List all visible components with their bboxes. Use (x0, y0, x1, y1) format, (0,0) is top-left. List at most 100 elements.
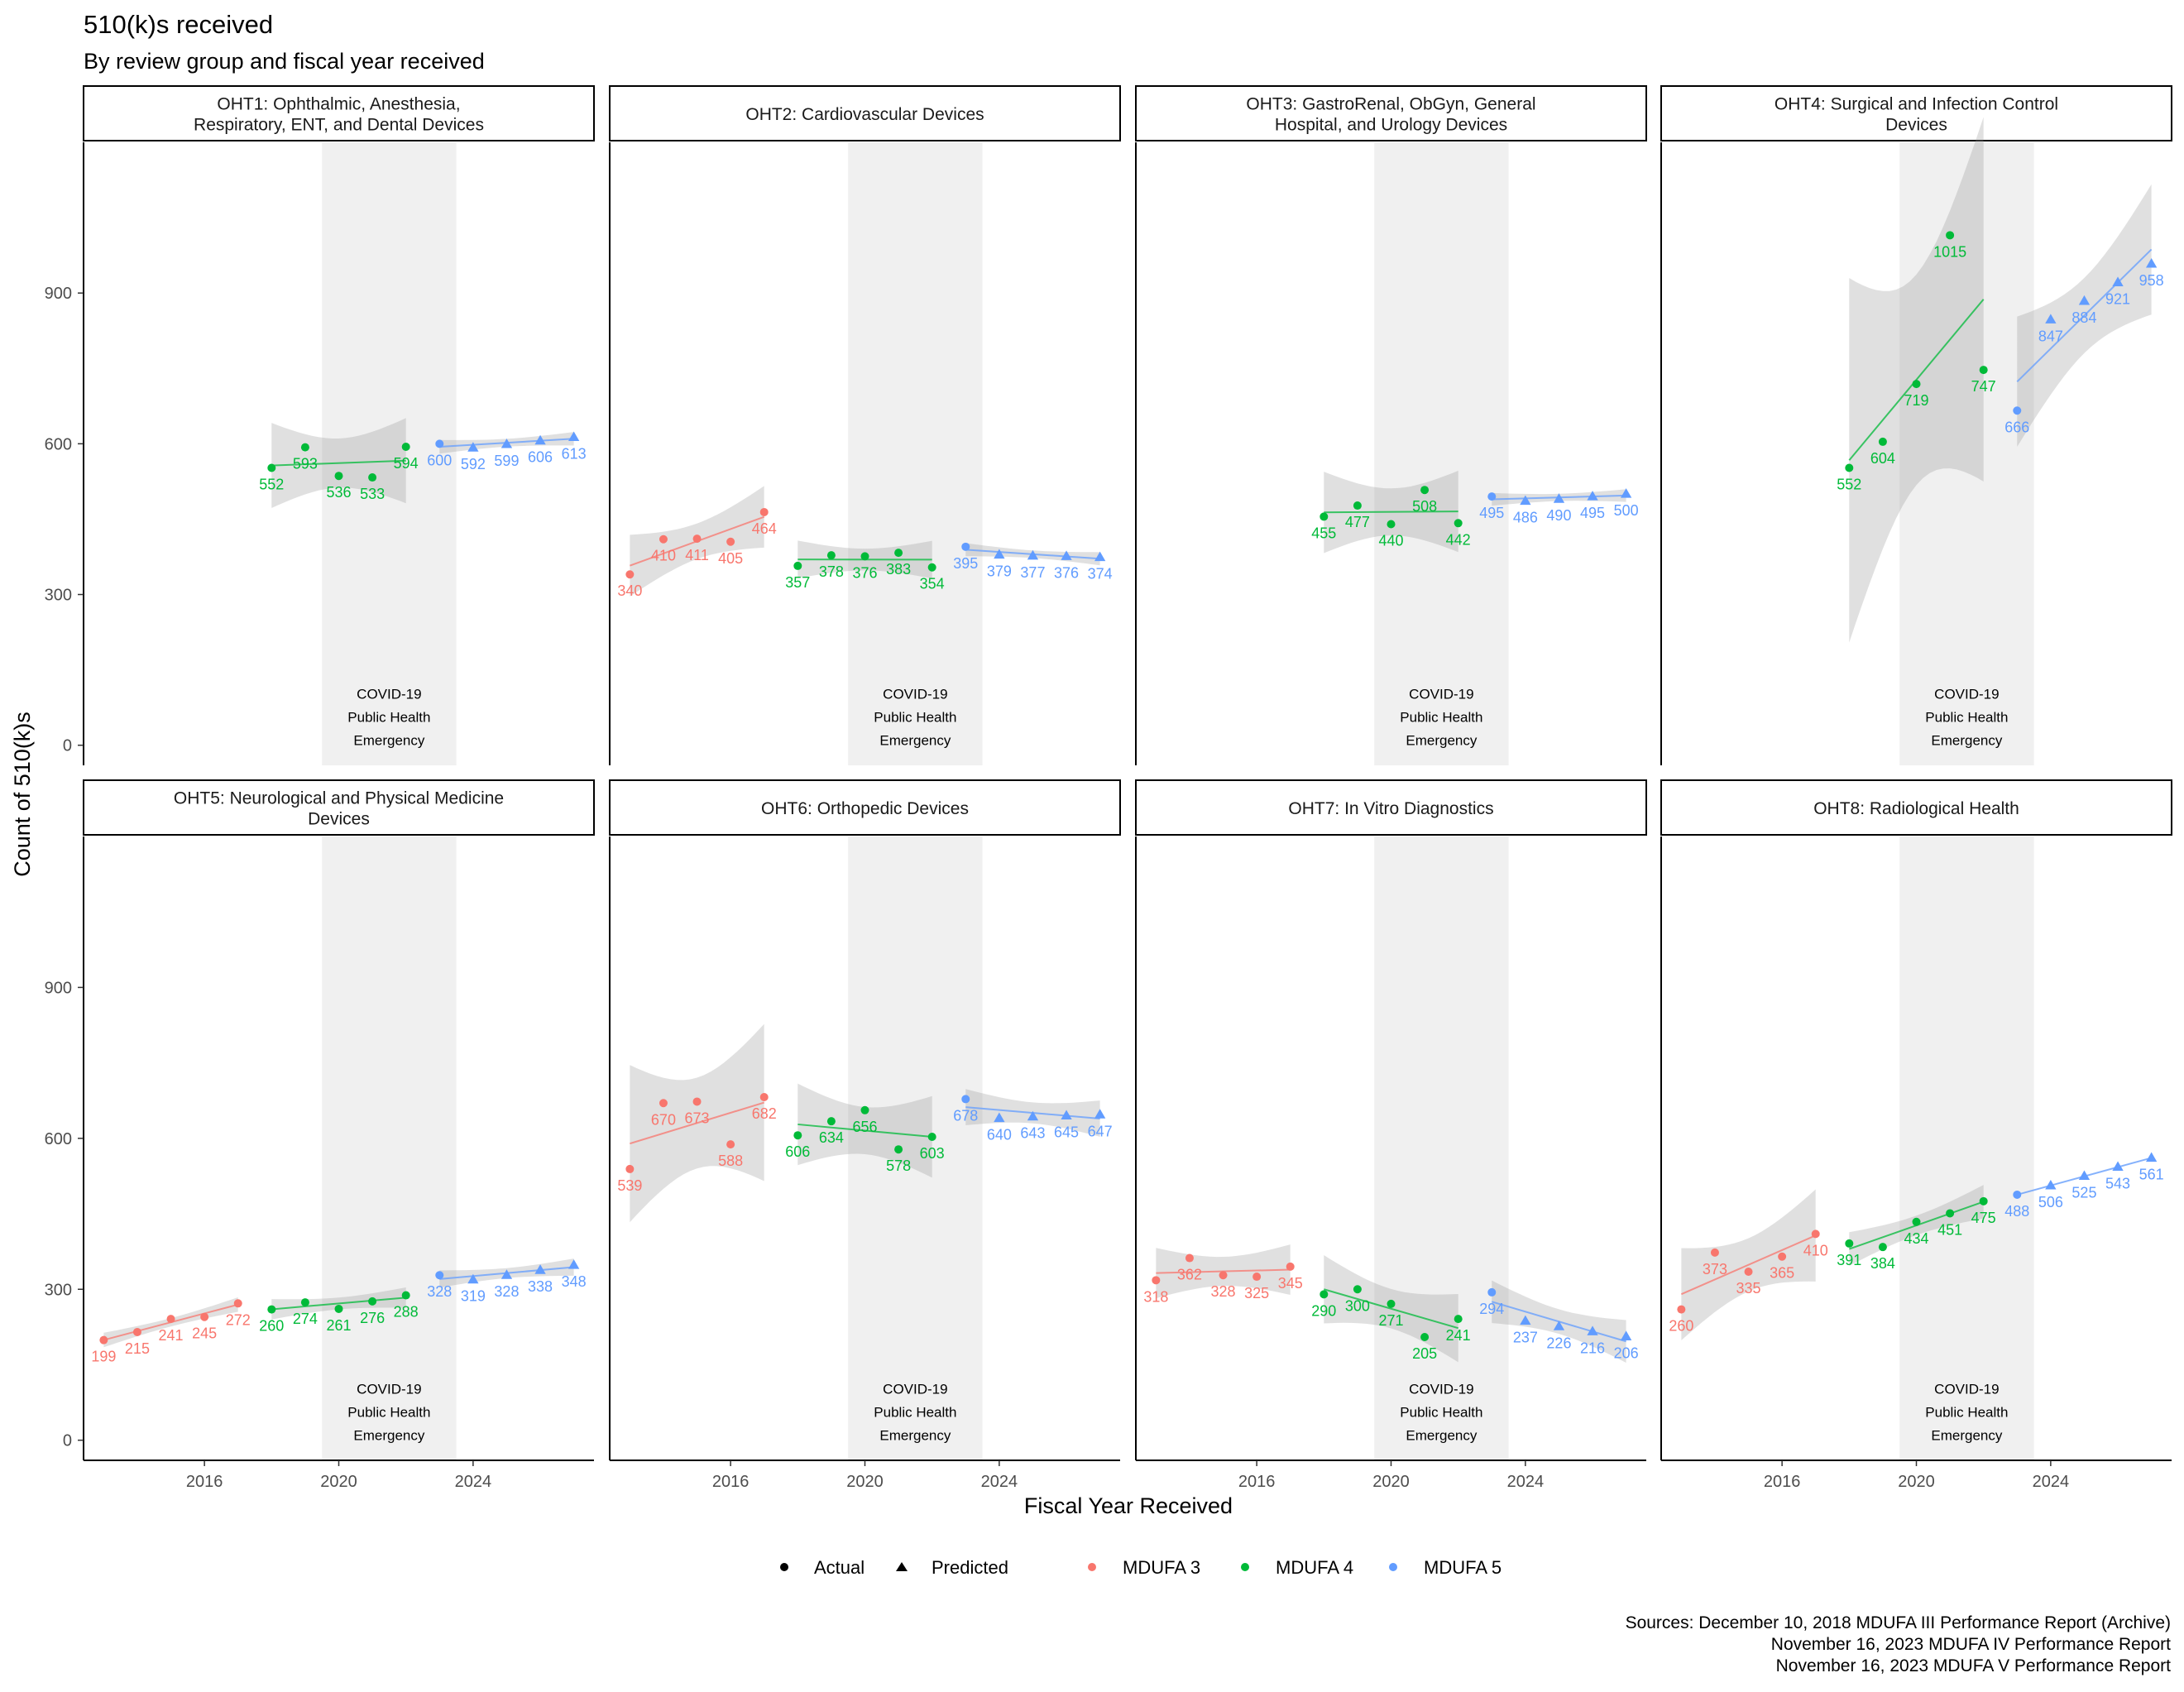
actual-point (1353, 501, 1362, 510)
facet-title-line: Respiratory, ENT, and Dental Devices (194, 116, 484, 135)
data-label: 921 (2105, 290, 2130, 307)
data-label: 348 (562, 1273, 587, 1290)
actual-point (1420, 486, 1429, 494)
actual-point (894, 1145, 903, 1153)
covid-band (1899, 836, 2033, 1460)
data-label: 958 (2139, 272, 2164, 289)
data-label: 442 (1446, 531, 1471, 548)
data-label: 884 (2071, 309, 2096, 326)
data-label: 261 (326, 1317, 351, 1334)
data-label: 645 (1054, 1124, 1079, 1140)
actual-point (402, 443, 410, 451)
actual-point (1879, 1243, 1887, 1251)
data-label: 536 (326, 484, 351, 501)
data-label: 288 (394, 1304, 419, 1321)
x-tick-label: 2016 (1764, 1473, 1801, 1491)
actual-point (1454, 519, 1463, 527)
covid-label-line: COVID-19 (1409, 687, 1473, 702)
actual-point (625, 1165, 634, 1173)
facet-title-line: OHT5: Neurological and Physical Medicine (174, 789, 504, 808)
y-tick-label: 0 (63, 1432, 72, 1450)
covid-band (1374, 836, 1508, 1460)
data-label: 678 (953, 1107, 978, 1124)
actual-point (659, 535, 668, 544)
data-label: 464 (752, 520, 777, 537)
actual-point (793, 562, 802, 570)
data-label: 600 (427, 452, 452, 468)
data-label: 747 (1971, 378, 1996, 395)
actual-point (827, 551, 836, 559)
actual-point (659, 1099, 668, 1107)
actual-point (693, 534, 702, 543)
data-label: 588 (718, 1153, 743, 1169)
data-label: 237 (1513, 1330, 1538, 1346)
data-label: 241 (1446, 1327, 1471, 1344)
chart-title: 510(k)s received (84, 10, 273, 39)
actual-point (1420, 1333, 1429, 1341)
data-label: 606 (785, 1143, 810, 1160)
data-label: 647 (1088, 1123, 1113, 1139)
actual-point (1913, 1218, 1921, 1226)
legend-color-key (1088, 1563, 1096, 1571)
data-label: 338 (528, 1278, 553, 1295)
data-label: 260 (1669, 1318, 1693, 1335)
actual-point (1487, 492, 1496, 501)
covid-label-line: COVID-19 (1934, 687, 1999, 702)
data-label: 294 (1479, 1301, 1504, 1317)
covid-label-line: Public Health (1925, 710, 2008, 726)
legend-label: Actual (814, 1557, 864, 1578)
data-label: 376 (1054, 564, 1079, 581)
data-label: 205 (1412, 1345, 1437, 1362)
legend-label: MDUFA 3 (1123, 1557, 1200, 1578)
actual-point (1252, 1273, 1261, 1281)
data-label: 451 (1937, 1221, 1962, 1238)
data-label: 379 (987, 563, 1012, 580)
predicted-point (2146, 1153, 2157, 1162)
data-label: 666 (2004, 419, 2029, 435)
data-label: 670 (651, 1111, 676, 1128)
facet-title-line: OHT7: In Vitro Diagnostics (1288, 799, 1493, 818)
actual-point (1778, 1253, 1786, 1261)
covid-label-line: COVID-19 (883, 1382, 947, 1397)
actual-point (1387, 1300, 1396, 1308)
actual-point (368, 1297, 376, 1306)
actual-point (1946, 231, 1954, 239)
x-tick-label: 2016 (1238, 1473, 1276, 1491)
x-tick-label: 2024 (981, 1473, 1018, 1491)
actual-point (760, 1093, 769, 1101)
data-label: 378 (819, 563, 844, 580)
actual-point (625, 570, 634, 578)
actual-point (1286, 1263, 1295, 1271)
actual-point (1845, 464, 1853, 472)
actual-point (267, 464, 275, 472)
actual-point (726, 538, 735, 546)
data-label: 272 (226, 1311, 251, 1328)
y-tick-label: 900 (45, 979, 72, 997)
data-label: 719 (1904, 392, 1928, 409)
covid-label-line: Public Health (1925, 1405, 2008, 1421)
actual-point (793, 1131, 802, 1139)
actual-point (861, 552, 869, 560)
covid-label-line: Emergency (1931, 1428, 2002, 1444)
data-label: 328 (1211, 1283, 1236, 1300)
facet-title-line: OHT3: GastroRenal, ObGyn, General (1246, 95, 1535, 114)
covid-label-line: COVID-19 (883, 687, 947, 702)
data-label: 508 (1412, 498, 1437, 515)
data-label: 673 (685, 1110, 710, 1126)
legend-circle-key (780, 1563, 788, 1571)
legend-label: MDUFA 4 (1276, 1557, 1353, 1578)
data-label: 495 (1580, 505, 1605, 521)
data-label: 405 (718, 550, 743, 567)
data-label: 335 (1736, 1280, 1761, 1297)
data-label: 410 (1803, 1242, 1828, 1258)
actual-point (435, 439, 443, 448)
actual-point (368, 473, 376, 482)
y-tick-label: 300 (45, 1281, 72, 1299)
actual-point (1320, 1290, 1328, 1298)
actual-point (335, 472, 343, 480)
covid-label-line: Public Health (1400, 1405, 1482, 1421)
actual-point (267, 1306, 275, 1314)
